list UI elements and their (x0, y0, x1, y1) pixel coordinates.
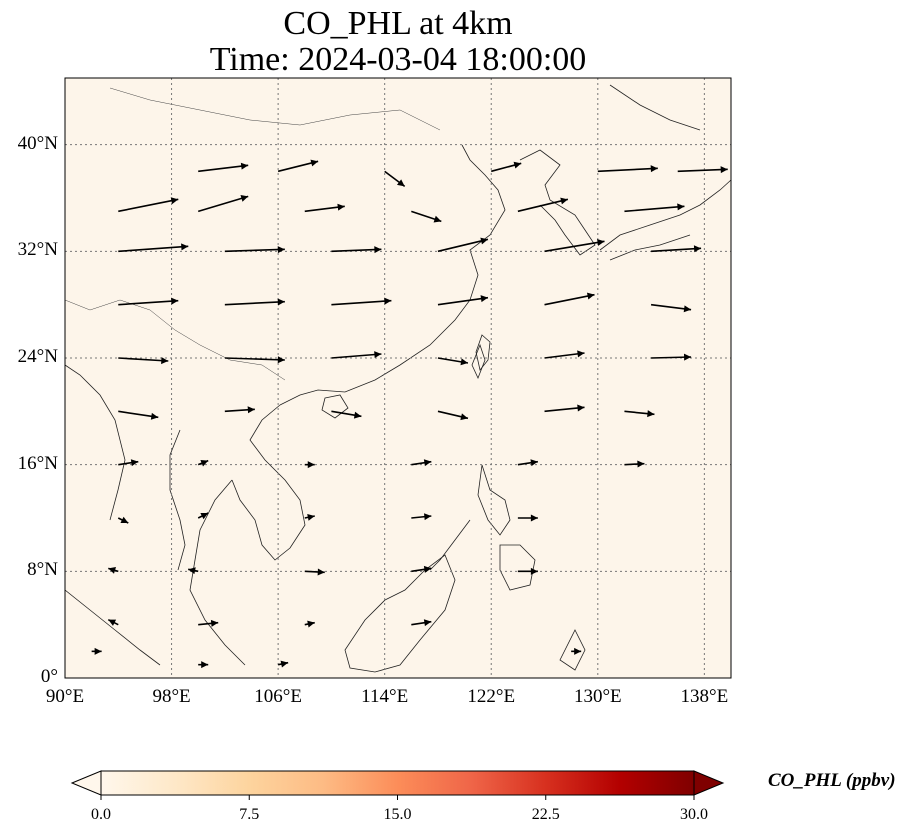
wind-arrow (304, 203, 345, 213)
wind-arrow (624, 460, 645, 468)
wind-arrow (304, 461, 315, 469)
wind-arrow (198, 661, 209, 669)
wind-arrow (198, 162, 249, 173)
coastlines (65, 84, 731, 673)
colorbar-tick-label: 22.5 (531, 806, 560, 823)
map-title: CO_PHL at 4km (283, 5, 513, 42)
wind-arrow (304, 513, 315, 521)
wind-arrow (197, 459, 209, 467)
wind-arrow (277, 159, 319, 173)
wind-arrow (198, 619, 219, 627)
lon-tick-label: 90°E (45, 686, 85, 707)
wind-arrow (224, 356, 285, 364)
wind-arrow (118, 357, 169, 365)
lat-tick-label: 16°N (17, 452, 58, 474)
wind-arrow (277, 660, 289, 668)
lat-tick-label: 32°N (17, 239, 58, 261)
wind-arrow (544, 292, 595, 306)
wind-arrow (331, 246, 382, 254)
wind-arrow (331, 297, 392, 306)
wind-arrow (517, 459, 538, 467)
lat-tick-label: 40°N (17, 132, 58, 154)
lat-tick-label: 8°N (27, 559, 58, 581)
lon-tick-label: 122°E (467, 686, 516, 707)
wind-arrow (411, 459, 432, 467)
wind-arrow (224, 246, 285, 254)
lon-tick-label: 130°E (573, 686, 622, 707)
map-frame (64, 77, 732, 679)
wind-arrow (517, 197, 569, 213)
wind-arrow (677, 166, 728, 174)
wind-arrow (107, 618, 119, 626)
wind-arrow (91, 647, 102, 655)
lon-tick-label: 106°E (254, 686, 302, 707)
wind-arrow (118, 297, 179, 306)
wind-arrow (188, 567, 199, 575)
colorbar-tick-label: 30.0 (680, 806, 708, 823)
wind-arrow (411, 210, 442, 223)
wind-arrow (544, 239, 605, 253)
wind-arrow (384, 170, 406, 187)
wind-arrow (197, 512, 209, 520)
wind-arrow (651, 245, 702, 253)
colorbar-tick-label: 7.5 (239, 806, 260, 823)
wind-arrow (650, 303, 692, 313)
wind-arrow (437, 237, 489, 253)
lat-tick-label: 0° (40, 666, 58, 687)
wind-arrow (304, 568, 325, 576)
wind-arrow (118, 243, 189, 253)
wind-arrow (491, 161, 522, 173)
gridlines (65, 78, 731, 678)
wind-arrow (517, 567, 538, 575)
wind-arrow (118, 197, 179, 213)
lat-tick-label: 24°N (17, 346, 58, 367)
map-background (65, 78, 731, 678)
lon-tick-label: 138°E (680, 686, 729, 707)
wind-arrow (624, 203, 685, 213)
wind-arrow (544, 404, 585, 413)
wind-arrow (411, 513, 432, 521)
lon-tick-label: 98°E (152, 686, 191, 707)
lon-tick-label: 114°E (361, 686, 409, 707)
wind-arrow (197, 194, 249, 213)
colorbar-title: CO_PHL (ppbv) (768, 770, 896, 791)
colorbar-extend-max (693, 770, 725, 796)
colorbar-tick-label: 15.0 (383, 806, 412, 823)
wind-arrow (437, 357, 469, 366)
colorbar-gradient (100, 770, 695, 796)
wind-arrow (517, 514, 538, 522)
wind-arrow (411, 619, 432, 627)
wind-vectors (91, 159, 728, 669)
wind-arrow (118, 459, 139, 467)
wind-arrow (224, 298, 285, 306)
colorbar-extend-min (70, 770, 102, 796)
wind-arrow (331, 351, 382, 359)
colorbar-tick-label: 0.0 (91, 806, 111, 823)
colorbar-ticks (100, 795, 695, 800)
wind-arrow (224, 406, 255, 414)
wind-arrow (624, 410, 655, 418)
wind-arrow (544, 350, 585, 359)
wind-arrow (437, 295, 489, 306)
map-subtitle-time: Time: 2024-03-04 18:00:00 (209, 41, 587, 78)
wind-arrow (571, 647, 582, 655)
wind-arrow (117, 516, 129, 524)
wind-arrow (304, 620, 315, 628)
wind-arrow (411, 565, 432, 573)
wind-arrow (437, 410, 469, 421)
wind-arrow (108, 566, 119, 574)
wind-arrow (651, 353, 692, 361)
wind-arrow (331, 410, 362, 419)
wind-arrow (597, 165, 658, 173)
wind-arrow (118, 410, 159, 420)
